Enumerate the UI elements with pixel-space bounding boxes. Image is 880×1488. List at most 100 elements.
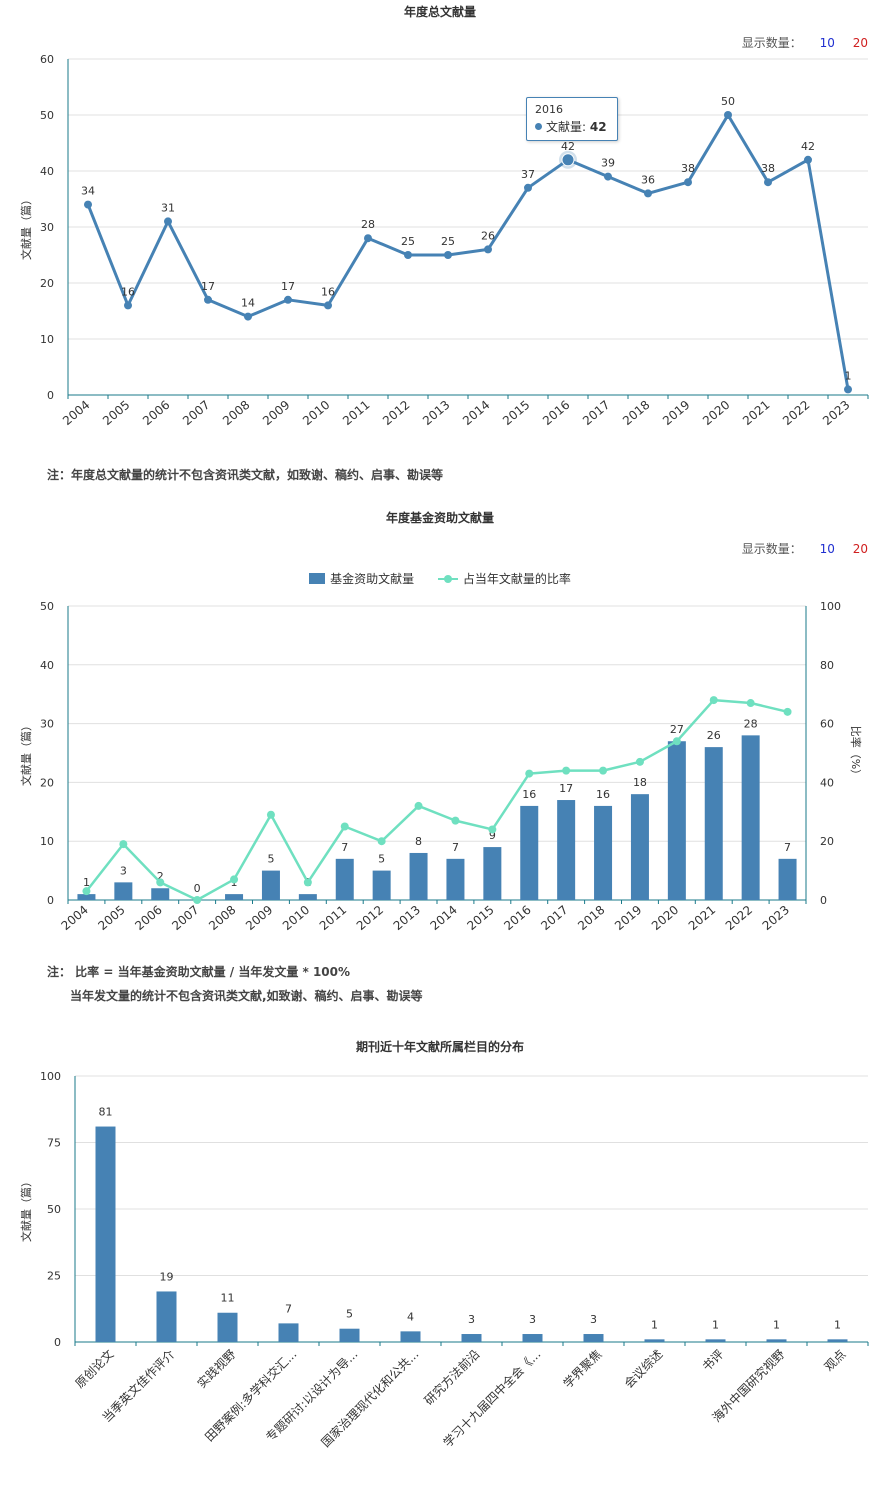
ratio-point (635, 757, 644, 766)
ratio-point (193, 896, 202, 904)
tooltip-series-name: 文献量 (546, 120, 583, 134)
bar-value-label: 17 (559, 782, 573, 795)
x-tick-label: 2017 (580, 398, 612, 428)
data-label: 17 (281, 280, 295, 293)
bar-value-label: 9 (489, 829, 496, 842)
x-tick-label: 2011 (340, 398, 372, 428)
data-label: 25 (401, 235, 415, 248)
bar-value-label: 7 (452, 841, 459, 854)
bar (644, 1339, 665, 1342)
bar-value-label: 11 (221, 1292, 235, 1305)
y-axis-title: 文献量（篇） (19, 720, 33, 786)
data-point (364, 234, 372, 243)
display-count-label: 显示数量： (741, 36, 802, 50)
legend-item-bar[interactable]: 基金资助文献量 (309, 570, 414, 587)
y-axis-title: 文献量（篇） (19, 1176, 33, 1242)
chart2-note-line2: 当年发文量的统计不包含资讯类文献,如致谢、稿约、启事、勘误等 (70, 989, 423, 1003)
tooltip-value: 42 (589, 120, 607, 134)
bar (156, 1291, 177, 1342)
data-label: 39 (601, 157, 615, 170)
bar-value-label: 5 (267, 853, 274, 866)
data-point (84, 200, 92, 209)
bar-value-label: 8 (415, 835, 422, 848)
bar-value-label: 3 (529, 1313, 536, 1326)
chart2-title: 年度基金资助文献量 (385, 511, 494, 525)
legend-line-label: 占当年文献量的比率 (462, 572, 571, 586)
ratio-line (85, 698, 788, 902)
ratio-point (303, 878, 312, 887)
bar (225, 894, 244, 900)
data-point (204, 295, 212, 304)
data-label: 25 (441, 235, 455, 248)
y-right-tick-label: 60 (820, 718, 834, 731)
x-tick-label: 2006 (140, 398, 172, 428)
x-tick-label: 2020 (700, 398, 732, 428)
data-label: 26 (481, 229, 495, 242)
display-count-10-button[interactable]: 10 (819, 36, 835, 50)
chart1-line-chart: 0 10 20 30 40 50 60 文献量（篇） 2004 2005 2006 2007 2008 2… (19, 53, 869, 428)
bar-value-label: 1 (834, 1318, 841, 1331)
data-label: 42 (561, 140, 575, 153)
data-point (604, 172, 612, 181)
bar (704, 747, 723, 900)
bar-value-label: 16 (596, 788, 610, 801)
data-point (804, 155, 812, 164)
x-tick-label: 2021 (740, 398, 772, 428)
bar (151, 888, 170, 900)
bar-value-label: 16 (522, 788, 536, 801)
x-tick-label: 2009 (243, 903, 275, 933)
x-tick-label: 2023 (820, 398, 852, 428)
y-tick-label: 20 (40, 277, 54, 290)
ratio-point (672, 737, 681, 746)
display-count-10-button[interactable]: 10 (819, 542, 835, 556)
data-point (284, 295, 292, 304)
y-right-tick-label: 40 (820, 776, 834, 789)
bar-value-label: 26 (707, 729, 721, 742)
data-point (724, 111, 732, 119)
legend-line-swatch (437, 573, 458, 584)
x-tick-label: 2005 (100, 398, 132, 428)
x-tick-label: 2016 (540, 398, 572, 428)
x-tick-label: 2018 (575, 903, 607, 933)
bar (483, 847, 502, 900)
x-tick-label: 2014 (428, 903, 460, 933)
bar (77, 894, 96, 900)
y-tick-label: 30 (40, 718, 54, 731)
bar (217, 1312, 238, 1342)
data-label: 16 (121, 285, 135, 298)
data-point (484, 245, 492, 254)
chart2-note-line1: 注： 比率 = 当年基金资助文献量 / 当年发文量 * 100% (47, 965, 351, 979)
display-count-label: 显示数量： (741, 542, 802, 556)
x-tick-label: 会议综述 (622, 1347, 666, 1391)
y-right-tick-label: 0 (820, 894, 827, 907)
data-label: 42 (801, 140, 815, 153)
bar (827, 1339, 848, 1342)
y-tick-label: 10 (40, 835, 54, 848)
legend-item-line[interactable]: 占当年文献量的比率 (437, 570, 571, 587)
bar-value-label: 0 (194, 882, 201, 895)
ratio-point (709, 696, 718, 705)
y-tick-label: 0 (47, 894, 54, 907)
bar-value-label: 5 (378, 853, 385, 866)
display-count-20-button[interactable]: 20 (852, 542, 868, 556)
bar (446, 858, 465, 900)
ratio-point (230, 875, 239, 884)
x-tick-label: 2023 (760, 903, 792, 933)
data-label: 38 (681, 162, 695, 175)
x-tick-label: 2006 (132, 903, 164, 933)
display-count-20-button[interactable]: 20 (852, 36, 868, 50)
x-tick-label: 研究方法前沿 (421, 1346, 483, 1408)
y-tick-label: 30 (40, 221, 54, 234)
x-tick-label: 2008 (220, 398, 252, 428)
bar (114, 882, 133, 900)
data-label: 14 (241, 297, 255, 310)
x-tick-label: 2018 (620, 398, 652, 428)
bar-value-label: 1 (712, 1318, 719, 1331)
y-tick-label: 25 (47, 1270, 61, 1283)
x-tick-label: 2011 (317, 903, 349, 933)
chart1-tooltip: 2016 文献量: 42 (526, 97, 618, 141)
legend-bar-swatch (309, 573, 326, 584)
data-point (644, 189, 652, 198)
bar (339, 1328, 360, 1342)
